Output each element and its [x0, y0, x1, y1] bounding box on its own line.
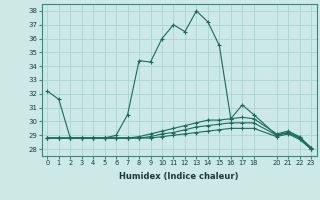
X-axis label: Humidex (Indice chaleur): Humidex (Indice chaleur)	[119, 172, 239, 181]
